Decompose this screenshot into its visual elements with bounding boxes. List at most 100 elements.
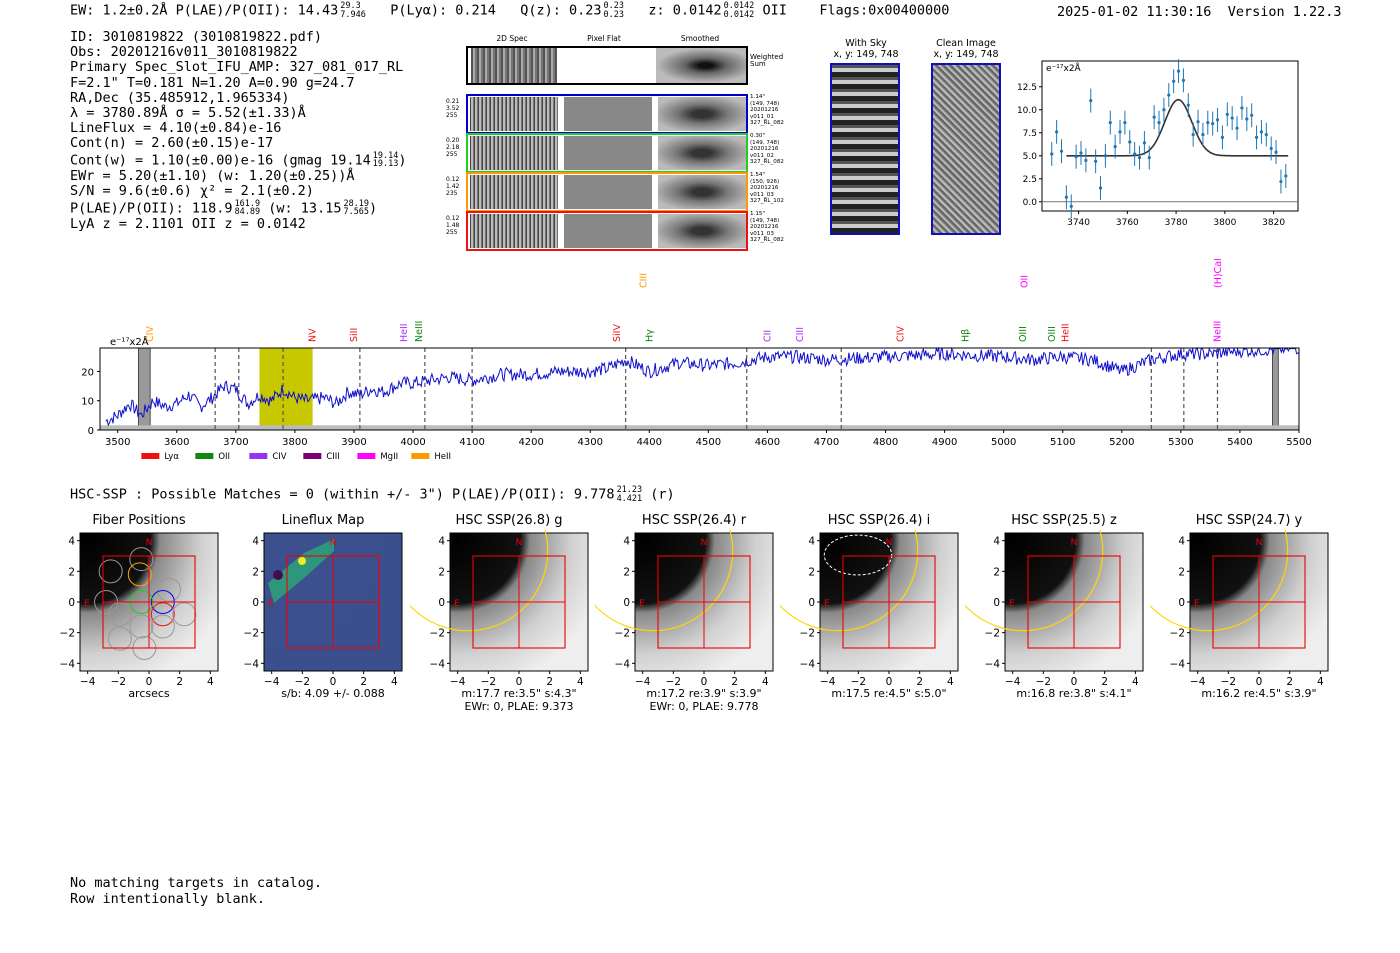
hsc-xtick-label: −2: [1221, 676, 1236, 688]
compass-n: N: [886, 538, 893, 548]
hsc-caption-line: s/b: 4.09 +/- 0.088: [281, 687, 385, 700]
hsc-panel-caption: m:16.2 re:4.5" s:3.9": [1180, 687, 1338, 700]
hsc-xtick-label: −4: [1005, 676, 1021, 688]
line-fit-ytick-label: 0.0: [1023, 198, 1038, 208]
spectrum-xtick-label: 3700: [223, 437, 248, 448]
cutout-row-meta: 0.30" (149, 748) 20201216 v011_02 327_RL_082: [750, 133, 784, 166]
cutout-stat: 3.52: [446, 105, 460, 112]
cutout-meta-line: v011_01: [750, 113, 774, 120]
spectrum-line-label-group: CIII: [638, 273, 649, 288]
hsc-ytick-label: −4: [244, 658, 260, 670]
cutout-row-meta: 1.14" (149, 748) 20201216 v011_01 327_RL_082: [750, 94, 784, 127]
hsc-xtick-label: 4: [391, 676, 398, 688]
line-fit-xtick-label: 3780: [1165, 218, 1188, 228]
footer-line-2: Row intentionally blank.: [70, 890, 266, 907]
cutout-meta-line: v011_03: [750, 191, 774, 198]
spectrum-legend-swatch: [411, 453, 430, 459]
spectrum-legend-label: MgII: [380, 452, 398, 462]
with-sky-xy: x, y: 149, 748: [833, 49, 899, 60]
hsc-panel-5: HSC SSP(26.4) i N E −4 −4 −2 −2 0 0 2 2 4 4 m:17.5 re…: [780, 510, 980, 730]
cutout-meta-line: v011_02: [750, 152, 774, 159]
spectrum-line-label: OIII: [1018, 326, 1029, 342]
cutout-meta-line: 327_RL_102: [750, 198, 784, 205]
cutout-meta-line: 327_RL_082: [750, 237, 784, 244]
spectrum-xtick-label: 4700: [814, 437, 839, 448]
line-fit-point: [1055, 130, 1059, 134]
info-radec: RA,Dec (35.485912,1.965334): [70, 89, 290, 106]
line-fit-point: [1181, 78, 1186, 82]
hsc-xtick-label: 2: [1286, 676, 1293, 688]
hsc-xtick-label: 4: [1132, 676, 1139, 688]
spectrum-line-label-group: Hβ: [960, 329, 971, 342]
header-z: z: 0.0142: [648, 2, 722, 19]
lineflux-min: [273, 570, 283, 580]
hsc-ytick-label: 4: [1178, 536, 1185, 548]
clean-image: [931, 63, 1001, 235]
hsc-xtick-label: −2: [295, 676, 310, 688]
cutout-meta-line: (149, 748): [750, 139, 780, 146]
line-fit-ytick-label: 10.0: [1017, 106, 1037, 116]
cutout-row-3: [466, 172, 748, 212]
line-fit-point: [1050, 152, 1054, 156]
spectrum-xtick-label: 5500: [1286, 437, 1311, 448]
hsc-caption-line: m:17.2 re:3.9" s:3.9": [646, 687, 762, 700]
line-fit-chart: 0.0 2.5 5.0 7.5 10.0 12.5 3740 3760 3780 3800 3820…: [1017, 59, 1299, 228]
compass-e: E: [1194, 599, 1200, 609]
fiber-circle: [107, 602, 132, 627]
info-sn: S/N = 9.6(±0.6) χ² = 2.1(±0.2): [70, 183, 314, 200]
hsc-aperture-ellipse: [410, 530, 549, 632]
line-fit-unit: e⁻¹⁷x2Å: [1046, 62, 1082, 74]
hsc-panel-caption: m:17.2 re:3.9" s:3.9" EWr: 0, PLAE: 9.778: [625, 687, 783, 713]
cutout-meta-line: 20201216: [750, 107, 779, 114]
detection-info: ID: 3010819822 (3010819822.pdf) Obs: 202…: [70, 29, 406, 232]
spectrum-line-label: CIV: [145, 326, 156, 342]
line-fit-point: [1162, 108, 1166, 112]
line-fit-ytick-label: 7.5: [1023, 129, 1037, 139]
hsc-ytick-label: 0: [438, 597, 445, 609]
hsc-xtick-label: 0: [1256, 676, 1263, 688]
line-fit-point: [1230, 116, 1234, 120]
line-fit-point: [1284, 174, 1288, 178]
cutout-2dspec: [470, 97, 558, 131]
fiber-circle: [150, 602, 175, 627]
hsc-panel-title: HSC SSP(26.4) i: [827, 513, 931, 528]
info-fit: F=2.1" T=0.181 N=1.20 A=0.90 g=24.7: [70, 74, 355, 91]
cutout-2dspec: [470, 214, 558, 248]
header-version: Version 1.22.3: [1227, 4, 1342, 20]
compass-n: N: [516, 538, 523, 548]
cutout-meta-line: 1.54": [750, 172, 766, 178]
hsc-ytick-label: −2: [244, 628, 259, 640]
hsc-caption-line: EWr: 0, PLAE: 9.373: [464, 700, 574, 713]
spectrum-xtick-label: 4900: [932, 437, 957, 448]
line-fit-point: [1098, 186, 1103, 190]
footer-note: No matching targets in catalog. Row inte…: [70, 875, 322, 907]
cutout-pixelflat: [564, 175, 652, 209]
hsc-aperture-ellipse: [595, 530, 734, 632]
spectrum-xtick-label: 5300: [1168, 437, 1193, 448]
hsc-panel-6: HSC SSP(25.5) z N E −4 −4 −2 −2 0 0 2 2 4 4 m:16.8 re…: [965, 510, 1165, 730]
hsc-caption-line: m:17.7 re:3.5" s:4.3": [461, 687, 577, 700]
line-fit-point: [1279, 179, 1283, 184]
line-fit-xtick-label: 3820: [1262, 218, 1285, 228]
spectrum-legend-swatch: [357, 453, 376, 459]
header-plae-range: 29.3 7.946: [340, 1, 366, 20]
line-fit-point: [1250, 113, 1254, 117]
hsc-ytick-label: 4: [808, 536, 815, 548]
spectrum-line-label-group: HeII: [1061, 323, 1072, 342]
line-fit-xtick-label: 3740: [1067, 218, 1090, 228]
cutout-row-4: [466, 211, 748, 251]
header-q-range: 0.23 0.23: [603, 1, 625, 20]
spectrum-xtick-label: 4800: [873, 437, 898, 448]
line-fit-point: [1137, 156, 1142, 160]
compass-n: N: [1256, 538, 1263, 548]
cutout-panel: 2D Spec Pixel Flat Smoothed Weighted Sum…: [440, 34, 800, 254]
hsc-panel-1: Fiber Positions N E −4 −4 −2 −2 0 0 2 2 4 4 arcsecs: [40, 510, 240, 730]
hsc-xtick-label: −2: [1036, 676, 1051, 688]
header-z-range: 0.0142 0.0142: [723, 1, 755, 20]
cutout-pixelflat: [564, 136, 652, 170]
line-fit-point: [1254, 135, 1259, 139]
spectrum-noise-band: [100, 425, 1299, 430]
spectrum-xtick-label: 4500: [696, 437, 721, 448]
line-fit-point: [1206, 121, 1210, 125]
line-fit-ytick-label: 2.5: [1023, 175, 1037, 185]
